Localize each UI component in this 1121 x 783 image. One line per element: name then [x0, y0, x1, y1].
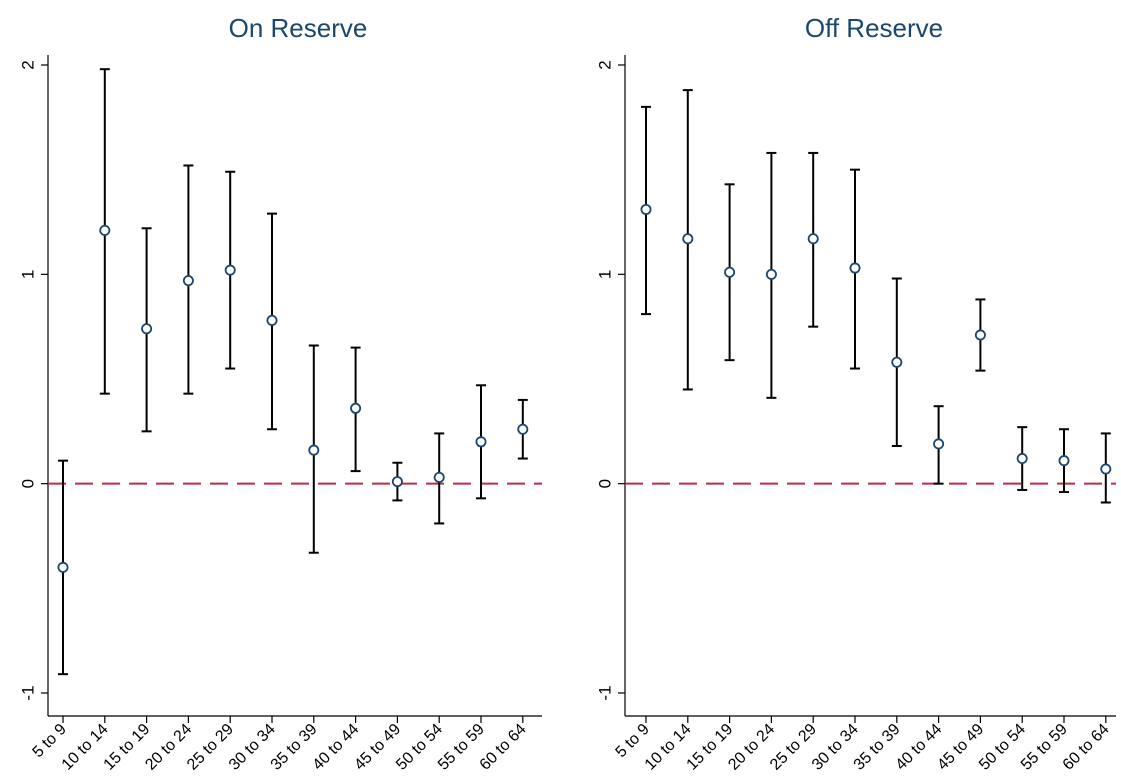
- y-tick-label: 1: [19, 270, 38, 279]
- point-estimate-marker: [433, 471, 445, 483]
- point-estimate-marker: [640, 203, 652, 215]
- panel-title: On Reserve: [229, 13, 368, 43]
- point-estimate-marker: [1058, 455, 1070, 467]
- point-estimate-marker: [974, 329, 986, 341]
- point-estimate-marker: [266, 314, 278, 326]
- point-estimate-marker: [765, 268, 777, 280]
- point-estimate-marker: [849, 262, 861, 274]
- point-estimate-marker: [391, 476, 403, 488]
- point-estimate-marker: [141, 323, 153, 335]
- point-estimate-marker: [308, 444, 320, 456]
- y-tick-label: 0: [19, 479, 38, 488]
- y-tick-label: -1: [596, 685, 615, 700]
- y-tick-label: 0: [596, 479, 615, 488]
- y-tick-label: 2: [596, 60, 615, 69]
- point-estimate-marker: [350, 402, 362, 414]
- point-estimate-marker: [99, 224, 111, 236]
- point-estimate-marker: [807, 233, 819, 245]
- y-tick-label: 2: [19, 60, 38, 69]
- point-estimate-marker: [475, 436, 487, 448]
- x-tick-label: 60 to 64: [477, 721, 530, 774]
- point-estimate-marker: [182, 275, 194, 287]
- x-tick-label: 60 to 64: [1060, 721, 1113, 774]
- x-tick-label: 5 to 9: [30, 721, 70, 761]
- y-tick-label: 1: [596, 270, 615, 279]
- x-tick-label: 5 to 9: [613, 721, 653, 761]
- point-estimate-marker: [1016, 453, 1028, 465]
- point-estimate-marker: [724, 266, 736, 278]
- point-estimate-marker: [57, 561, 69, 573]
- y-tick-label: -1: [19, 685, 38, 700]
- panel-title: Off Reserve: [805, 13, 943, 43]
- point-estimate-marker: [933, 438, 945, 450]
- point-estimate-marker: [891, 356, 903, 368]
- point-estimate-marker: [224, 264, 236, 276]
- point-estimate-marker: [1100, 463, 1112, 475]
- point-estimate-marker: [682, 233, 694, 245]
- point-estimate-marker: [517, 423, 529, 435]
